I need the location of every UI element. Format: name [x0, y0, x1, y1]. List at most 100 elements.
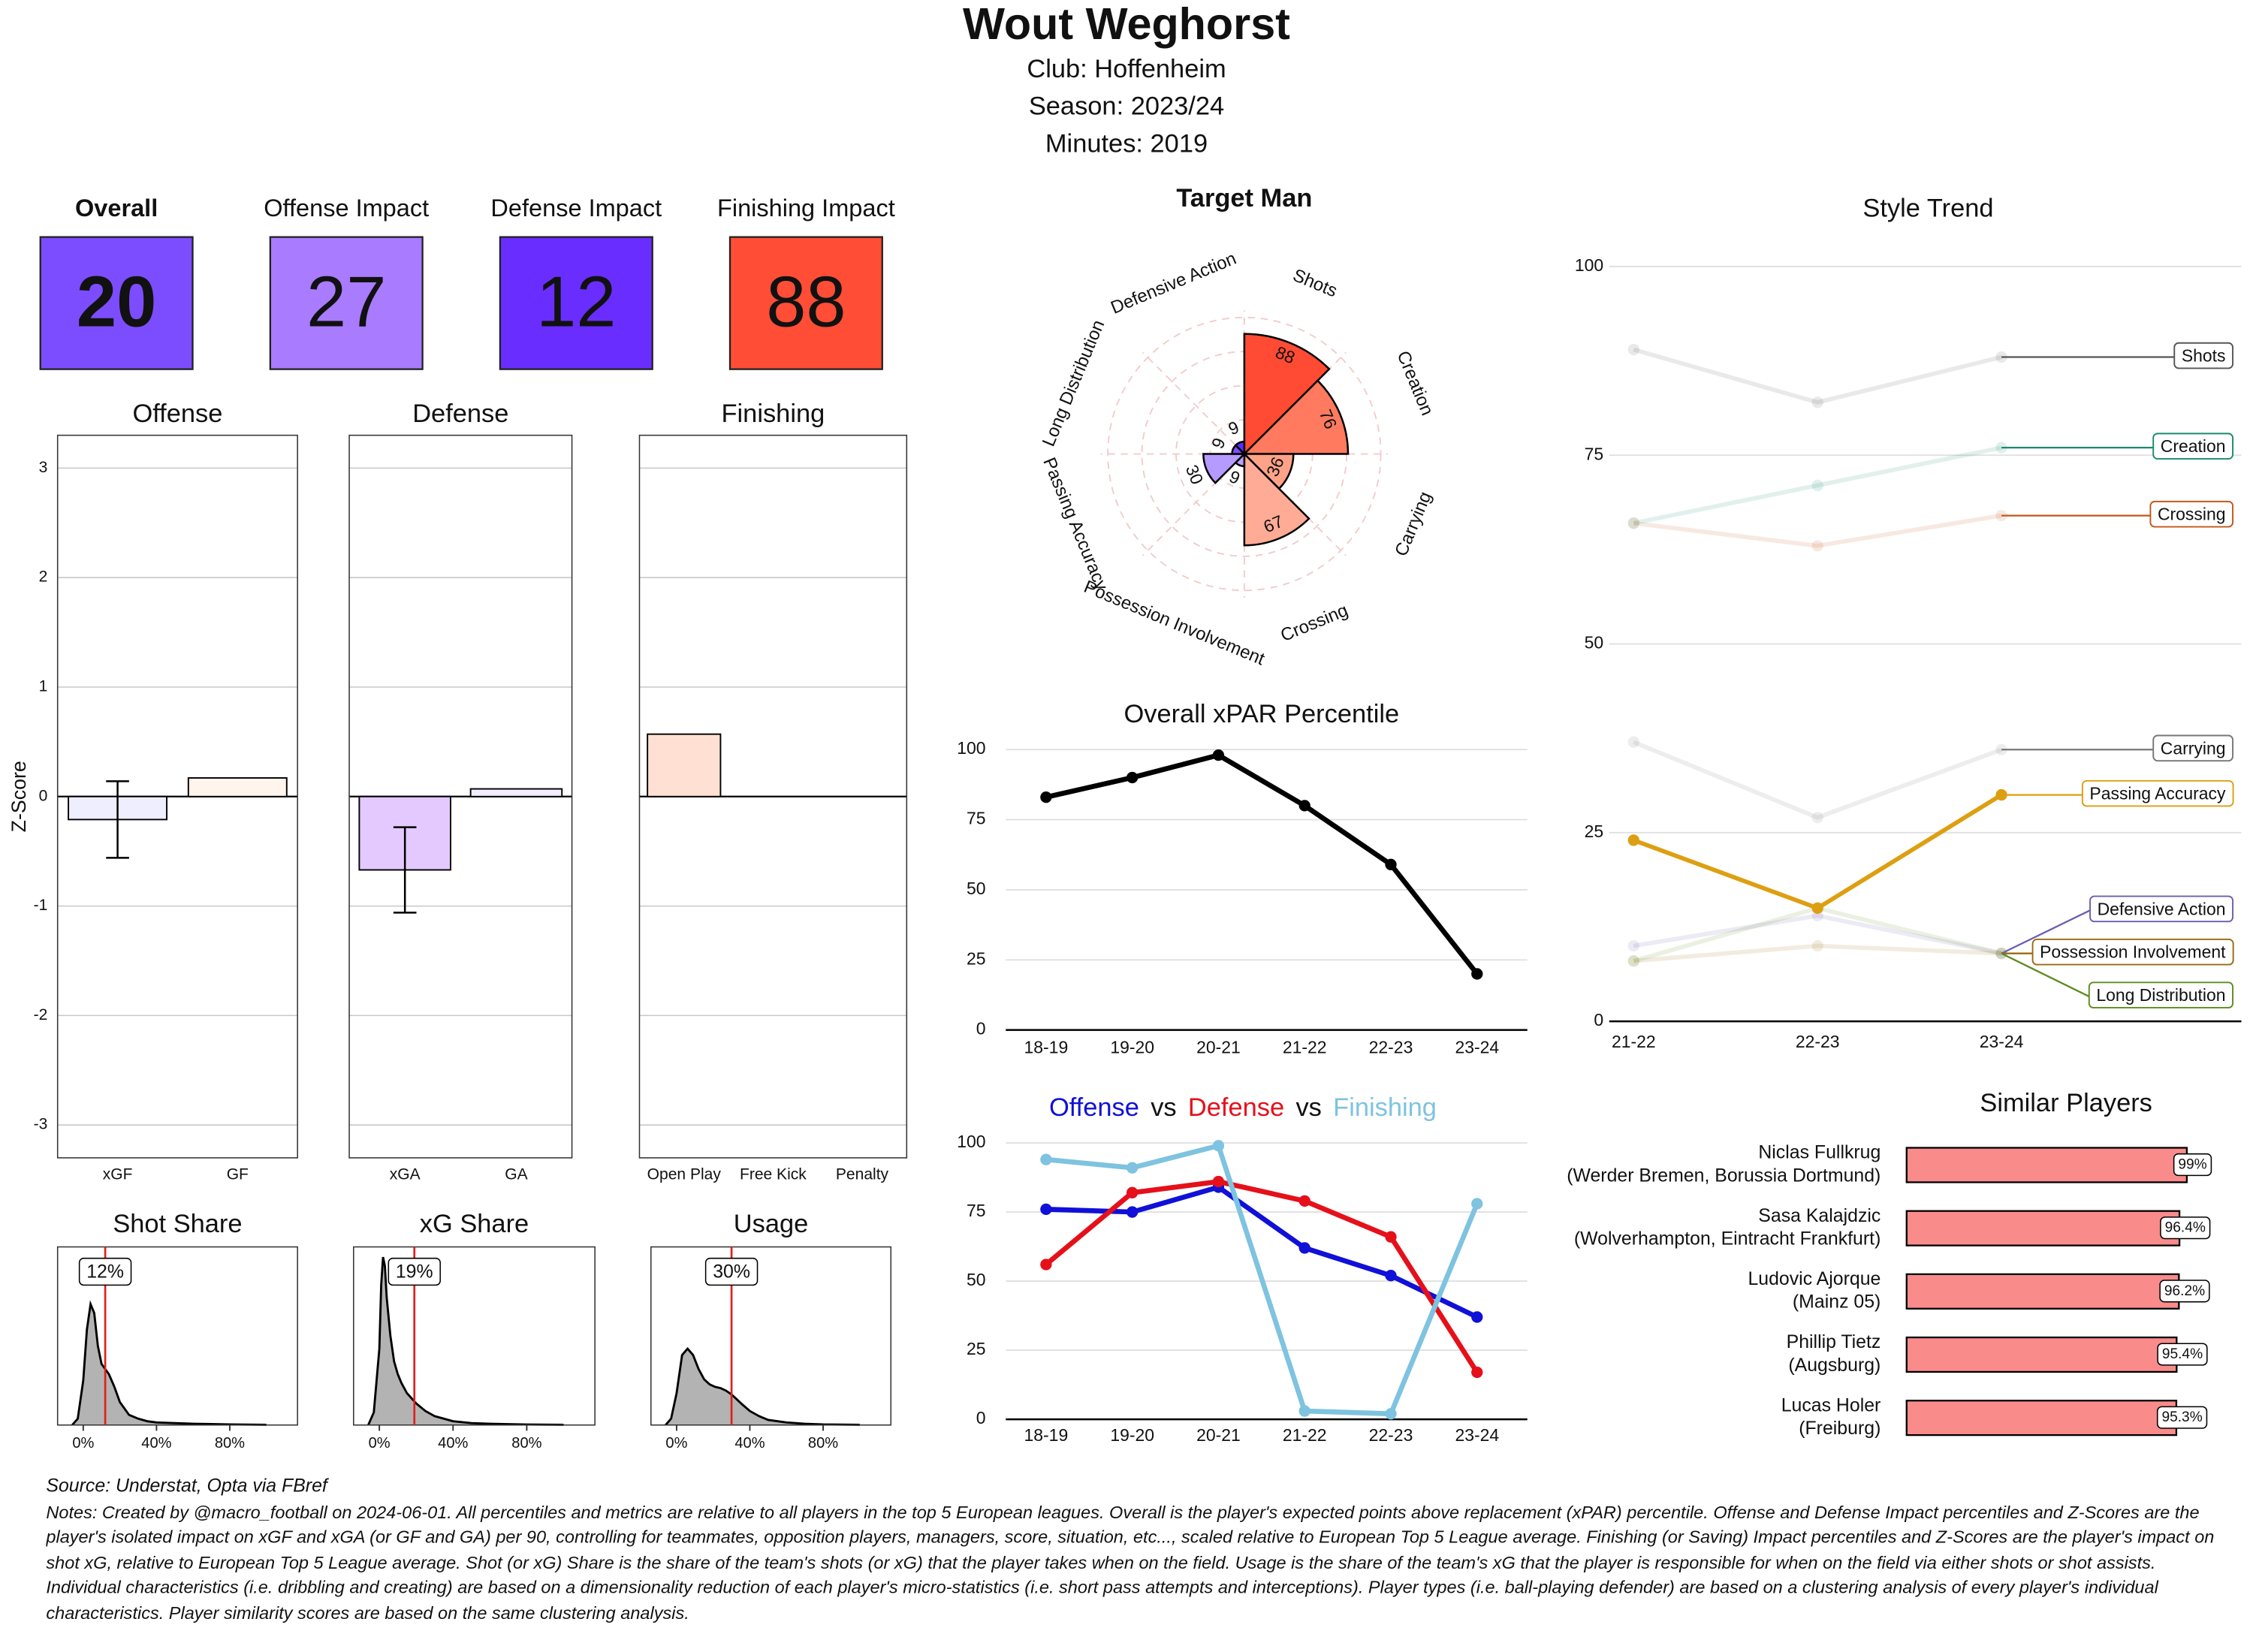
y-tick-label: -1: [34, 897, 48, 914]
end-label-box: [2031, 938, 2234, 966]
end-label: Possession Involvement: [2040, 942, 2226, 962]
y-tick-label: 0: [1594, 1010, 1603, 1029]
series-line: [1633, 513, 2002, 548]
point: [1385, 1408, 1397, 1420]
series-line: [1045, 1143, 1479, 1417]
point: [1811, 479, 1823, 492]
bar: [647, 733, 722, 797]
density-line: [665, 1346, 860, 1426]
point: [1811, 812, 1823, 824]
x-tick-label: 22-23: [1369, 1038, 1413, 1057]
y-tick-label: 75: [1585, 444, 1604, 463]
point: [1471, 1311, 1483, 1323]
player-name: Lucas Holer: [1781, 1394, 1881, 1415]
x-tick-label: 23-24: [1455, 1038, 1499, 1057]
x-tick-label: 80%: [511, 1435, 541, 1452]
y-tick-label: 0: [976, 1408, 986, 1427]
point: [1627, 834, 1639, 846]
density-area: [72, 1304, 267, 1425]
density-line: [367, 1256, 564, 1426]
series-line: [1633, 943, 2002, 963]
player-name: Sasa Kalajdzic: [1758, 1205, 1881, 1226]
point: [1385, 1231, 1397, 1243]
series-line: [1633, 913, 2002, 956]
y-tick-label: 0: [39, 787, 48, 804]
y-tick-label: 50: [967, 879, 986, 898]
point: [1040, 1259, 1052, 1271]
point: [1811, 540, 1823, 552]
marker-label: 30%: [713, 1262, 750, 1283]
notes: Notes: Created by @macro_football on 202…: [46, 1503, 2215, 1623]
series-line: [1044, 1179, 1479, 1374]
end-label: Shots: [2182, 346, 2226, 366]
point: [1627, 343, 1639, 356]
density-area: [368, 1257, 564, 1425]
x-tick-label: 19-20: [1110, 1425, 1154, 1445]
point: [1627, 517, 1639, 529]
point: [1627, 939, 1639, 952]
x-tick-label: GA: [505, 1165, 527, 1183]
card-value: 88: [766, 262, 846, 342]
card-label: Offense Impact: [264, 194, 429, 222]
y-tick-label: 25: [967, 948, 986, 968]
y-tick-label: 1: [39, 678, 48, 695]
wedge: [1243, 451, 1310, 547]
x-tick-label: 20-21: [1196, 1425, 1241, 1445]
panel-border: [56, 434, 298, 1159]
point: [1298, 1405, 1310, 1417]
x-tick-label: 0%: [72, 1435, 94, 1452]
x-tick-label: 21-22: [1612, 1032, 1656, 1051]
end-label-box: [2149, 500, 2234, 528]
chart-title: Offense vs Defense vs Finishing: [1049, 1093, 1437, 1122]
chart-title: Similar Players: [1980, 1089, 2152, 1117]
x-tick-label: 40%: [734, 1435, 765, 1452]
end-label: Defensive Action: [2098, 899, 2226, 918]
facet-title: Finishing: [722, 399, 825, 428]
point: [1040, 1203, 1052, 1216]
error-bar: [106, 780, 129, 859]
season: Season: 2023/24: [1029, 92, 1224, 121]
x-tick-label: 40%: [438, 1435, 468, 1452]
card-box: [269, 236, 424, 370]
end-label: Passing Accuracy: [2089, 784, 2226, 803]
card-box: [728, 236, 883, 370]
legend-entry: Finishing: [1333, 1093, 1437, 1122]
label-connector: [2001, 909, 2091, 954]
y-tick-label: -3: [34, 1116, 48, 1133]
end-label: Crossing: [2158, 505, 2226, 524]
end-label: Carrying: [2161, 738, 2226, 758]
notes-box: Notes: Created by @macro_football on 202…: [46, 1503, 2215, 1623]
bar: [1905, 1400, 2178, 1436]
x-tick-label: 0%: [665, 1435, 687, 1452]
bar: [1905, 1210, 2181, 1247]
chart-title: Target Man: [1176, 184, 1312, 213]
card-value: 27: [306, 262, 386, 342]
x-tick-label: 18-19: [1024, 1425, 1069, 1445]
marker-label: 12%: [86, 1262, 124, 1283]
panel-border: [650, 1246, 892, 1426]
chart-title: Style Trend: [1862, 194, 1993, 222]
value-label-box: [2173, 1153, 2212, 1177]
source: Source: Understat, Opta via FBref: [46, 1476, 330, 1497]
point: [1126, 1206, 1139, 1218]
y-tick-label: 100: [957, 738, 985, 758]
end-label-box: [2152, 734, 2233, 762]
wedge: [1234, 440, 1246, 457]
x-tick-label: 80%: [808, 1435, 838, 1452]
spoke: [1142, 351, 1245, 455]
page-title: Wout Weghorst: [963, 0, 1290, 49]
value-label: 95.4%: [2162, 1346, 2203, 1362]
card-value: 12: [536, 262, 616, 342]
card-label: Defense Impact: [490, 194, 662, 222]
point: [1627, 955, 1639, 967]
point: [1471, 1198, 1483, 1210]
x-tick-label: 23-24: [1980, 1032, 2024, 1051]
marker-label-box: [388, 1257, 441, 1286]
bar: [1905, 1147, 2188, 1183]
title-separator: vs: [1151, 1093, 1176, 1122]
player-teams: (Augsburg): [1788, 1355, 1881, 1376]
y-tick-label: 75: [967, 1201, 986, 1220]
point: [1298, 800, 1310, 812]
